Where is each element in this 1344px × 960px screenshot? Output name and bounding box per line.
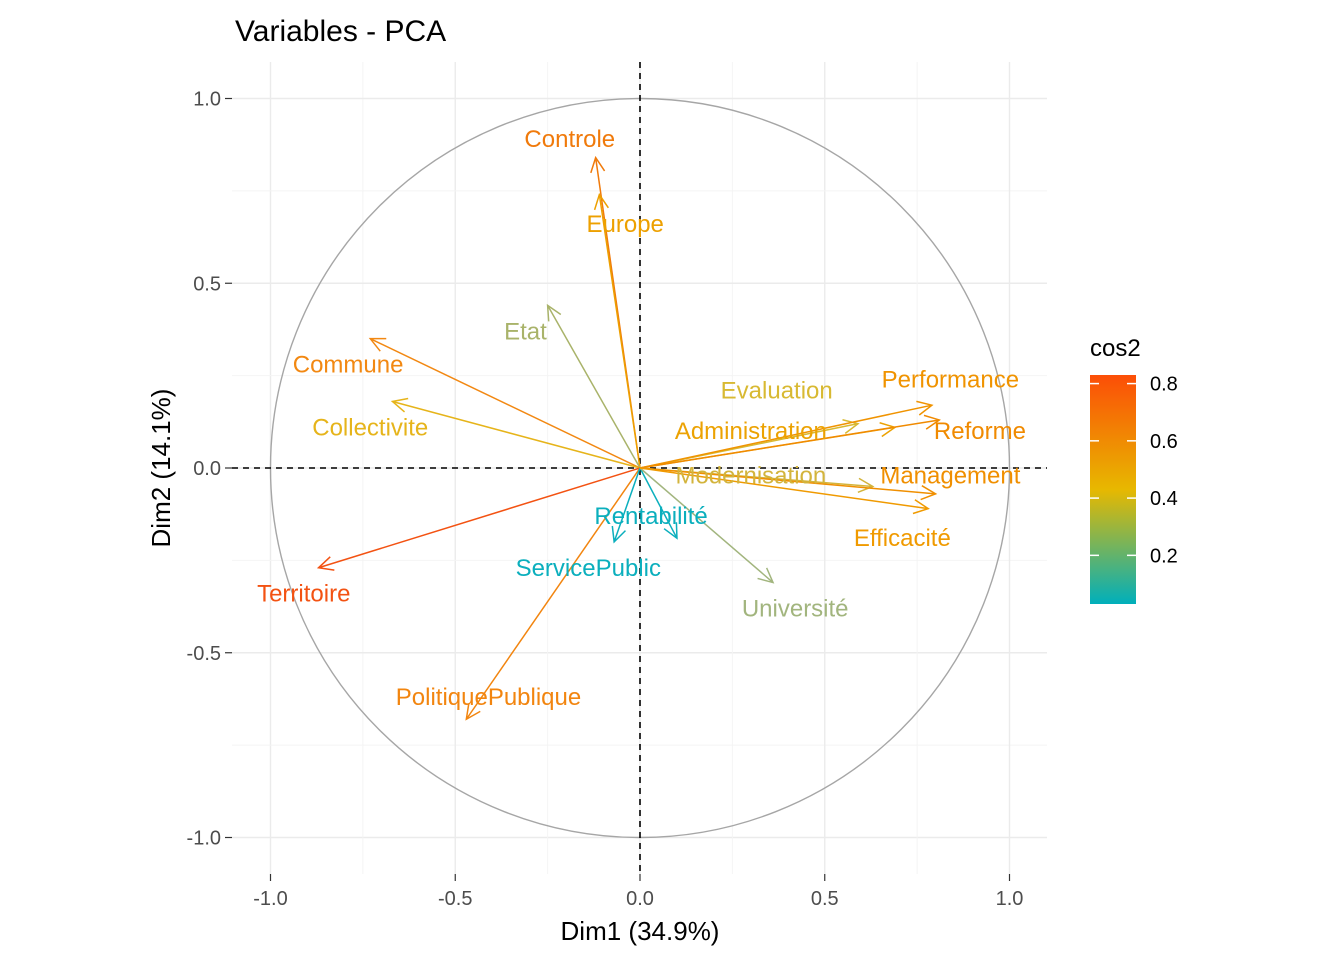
y-axis: -1.0 -0.5 0.0 0.5 1.0 [187,89,232,850]
variable-label: Modernisation [675,462,826,489]
variable-arrow-head [912,499,930,515]
variable-label: Territoire [257,581,350,608]
legend-title: cos2 [1090,335,1141,362]
y-tick-label: 0.0 [193,458,221,480]
legend-tick-label: 0.6 [1150,431,1178,453]
variable-arrow-line [639,467,936,495]
legend-ticks: 0.2 0.4 0.6 0.8 [1090,374,1178,567]
variable-arrow-head [368,337,387,352]
variable-arrow-line [465,467,641,720]
variable-arrow-line [369,337,641,469]
variable-arrow-head [920,485,938,501]
variable-arrow-line [639,467,678,539]
variable-label: Controle [524,126,615,153]
variable-arrow-line [598,194,641,469]
variable-arrow-head [590,155,606,174]
y-tick-label: 1.0 [193,89,221,111]
x-tick-label: 0.0 [626,888,654,910]
y-axis-title: Dim2 (14.1%) [146,389,176,548]
variable-arrow-head [857,477,875,493]
y-tick-label: -1.0 [187,828,221,850]
variable-arrow-head [546,303,562,322]
variable-arrow-head [923,414,941,430]
x-axis: -1.0 -0.5 0.0 0.5 1.0 [253,874,1023,910]
variable-label: Evaluation [721,377,833,404]
variable-arrow-head [663,522,678,540]
variable-arrow-line [546,305,641,469]
variable-arrow-line [639,467,929,510]
variable-label: ServicePublic [516,555,661,582]
variable-arrow-head [842,418,860,434]
y-tick-label: 0.5 [193,273,221,295]
variable-label: Efficacité [854,525,951,552]
variable-labels: Controle Europe Etat Commune Collectivite Ter… [257,126,1026,711]
x-tick-label: -1.0 [253,888,287,910]
variable-arrow-line [392,400,641,469]
legend-tick-label: 0.2 [1150,545,1178,567]
variable-arrow-head [916,400,934,416]
variable-arrow-head [593,192,609,211]
variable-arrow-head [316,556,335,571]
variable-label: PolitiquePublique [396,684,581,711]
variable-label: Performance [882,366,1019,393]
x-tick-label: 0.5 [811,888,839,910]
variable-arrow-head [611,525,626,544]
variable-arrow-line [639,404,933,469]
variable-arrows [316,155,941,721]
legend-tick-label: 0.4 [1150,488,1178,510]
x-tick-label: -0.5 [438,888,472,910]
variable-arrow-head [465,703,481,721]
variable-label: Rentabilité [594,503,707,530]
variable-label: Management [880,462,1020,489]
variable-arrow-head [757,567,775,584]
variable-label: Administration [675,418,827,445]
x-tick-label: 1.0 [996,888,1024,910]
x-axis-title: Dim1 (34.9%) [561,916,720,946]
variable-arrow-line [639,419,940,469]
variable-label: Commune [293,352,404,379]
variable-arrow-line [639,467,774,584]
variable-label: Etat [504,318,547,345]
variable-arrow-line [613,467,641,543]
variable-arrow-head [390,397,409,413]
variable-label: Collectivite [312,414,428,441]
variable-label: Université [742,595,849,622]
variable-label: Reforme [934,418,1026,445]
legend-tick-label: 0.8 [1150,374,1178,396]
chart-title: Variables - PCA [235,15,446,48]
variable-arrow-line [318,467,641,569]
y-tick-label: -0.5 [187,643,221,665]
legend: cos2 0.2 0.4 0.6 0.8 [1090,335,1178,604]
legend-colorbar [1090,375,1136,604]
variable-label: Europe [587,211,664,238]
